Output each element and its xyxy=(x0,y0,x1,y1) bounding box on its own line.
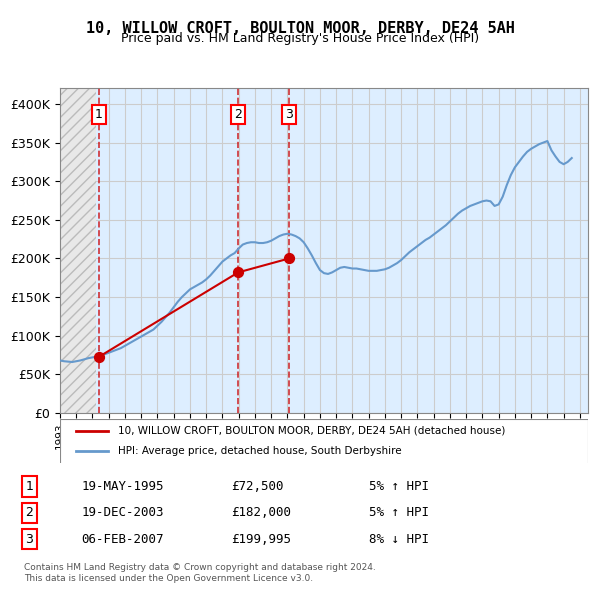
Text: 3: 3 xyxy=(25,533,33,546)
Text: 19-DEC-2003: 19-DEC-2003 xyxy=(81,506,164,519)
Point xyxy=(284,254,294,263)
Text: 06-FEB-2007: 06-FEB-2007 xyxy=(81,533,164,546)
Text: 2: 2 xyxy=(234,108,242,121)
Point xyxy=(94,352,103,362)
Text: 3: 3 xyxy=(285,108,293,121)
Text: 2: 2 xyxy=(25,506,33,519)
Text: 5% ↑ HPI: 5% ↑ HPI xyxy=(369,506,429,519)
Text: £182,000: £182,000 xyxy=(231,506,291,519)
Text: £199,995: £199,995 xyxy=(231,533,291,546)
Text: 1: 1 xyxy=(95,108,103,121)
Bar xyxy=(60,88,96,413)
Text: 19-MAY-1995: 19-MAY-1995 xyxy=(81,480,164,493)
Text: £72,500: £72,500 xyxy=(231,480,283,493)
FancyBboxPatch shape xyxy=(60,419,588,464)
Text: HPI: Average price, detached house, South Derbyshire: HPI: Average price, detached house, Sout… xyxy=(118,446,402,455)
Text: 8% ↓ HPI: 8% ↓ HPI xyxy=(369,533,429,546)
Text: 1: 1 xyxy=(25,480,33,493)
Text: Contains HM Land Registry data © Crown copyright and database right 2024.
This d: Contains HM Land Registry data © Crown c… xyxy=(24,563,376,583)
Text: 10, WILLOW CROFT, BOULTON MOOR, DERBY, DE24 5AH (detached house): 10, WILLOW CROFT, BOULTON MOOR, DERBY, D… xyxy=(118,426,505,436)
Text: 10, WILLOW CROFT, BOULTON MOOR, DERBY, DE24 5AH: 10, WILLOW CROFT, BOULTON MOOR, DERBY, D… xyxy=(86,21,514,35)
Text: Price paid vs. HM Land Registry's House Price Index (HPI): Price paid vs. HM Land Registry's House … xyxy=(121,32,479,45)
Point xyxy=(233,268,243,277)
Text: 5% ↑ HPI: 5% ↑ HPI xyxy=(369,480,429,493)
